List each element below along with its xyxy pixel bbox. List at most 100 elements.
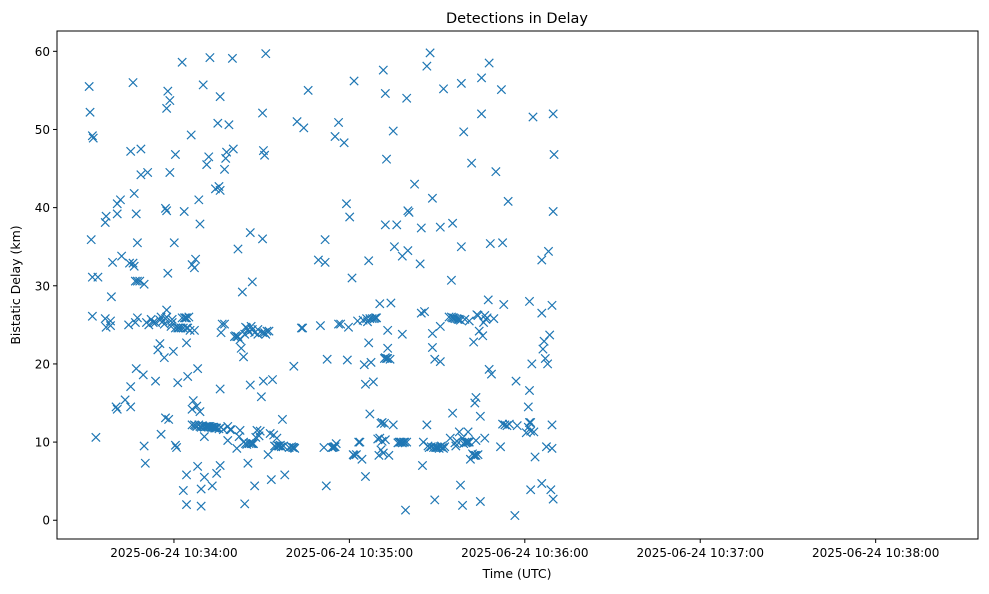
data-point — [224, 120, 234, 130]
y-tick-label: 30 — [35, 279, 50, 293]
data-point — [303, 85, 313, 96]
data-point — [538, 344, 548, 354]
data-point — [186, 130, 196, 140]
data-point — [537, 255, 547, 265]
data-point — [526, 426, 536, 436]
data-point — [277, 414, 288, 425]
data-point — [313, 255, 324, 265]
data-point — [196, 501, 206, 511]
data-point — [188, 396, 198, 406]
data-point — [255, 426, 265, 436]
data-point — [162, 206, 172, 216]
data-point — [427, 193, 438, 203]
data-point — [84, 81, 94, 92]
data-point — [106, 292, 117, 302]
data-point — [447, 408, 458, 418]
data-point — [419, 306, 430, 317]
x-tick-label: 2025-06-24 10:36:00 — [461, 546, 588, 560]
data-point — [165, 95, 175, 106]
data-point — [150, 376, 161, 386]
data-point — [132, 276, 143, 286]
data-point — [455, 480, 466, 490]
data-point — [464, 316, 474, 326]
data-point — [131, 209, 141, 219]
data-point — [246, 321, 256, 332]
data-point — [389, 242, 400, 252]
data-point — [475, 496, 485, 507]
data-point — [257, 234, 268, 244]
data-point — [280, 470, 290, 480]
data-point — [315, 321, 326, 331]
data-point — [366, 357, 376, 367]
data-point — [339, 138, 349, 148]
data-point — [276, 442, 286, 452]
data-point — [219, 319, 230, 329]
data-point — [243, 458, 253, 468]
data-point — [379, 418, 390, 428]
data-point — [193, 461, 203, 471]
data-point — [136, 170, 146, 180]
data-point — [126, 381, 136, 392]
data-point — [126, 402, 136, 412]
data-point — [112, 209, 122, 219]
x-axis: 2025-06-24 10:34:00 2025-06-24 10:35:00 20… — [110, 539, 939, 560]
data-point — [144, 320, 154, 330]
chart-title: Detections in Delay — [446, 11, 588, 27]
data-point — [215, 384, 225, 394]
data-point — [511, 376, 521, 386]
data-point — [262, 326, 272, 336]
data-point — [156, 429, 166, 439]
data-point — [388, 126, 398, 136]
x-tick-label: 2025-06-24 10:34:00 — [110, 546, 237, 560]
data-point — [469, 337, 479, 347]
data-point — [124, 320, 134, 330]
data-point — [178, 485, 188, 496]
data-point — [438, 84, 449, 94]
data-point — [107, 257, 118, 267]
data-point — [163, 268, 173, 278]
data-point — [360, 471, 371, 482]
data-point — [395, 437, 405, 447]
y-tick-label: 40 — [35, 201, 50, 215]
data-point — [523, 402, 533, 412]
data-point — [245, 380, 255, 390]
data-point — [171, 442, 182, 453]
data-point — [194, 195, 204, 205]
data-point — [195, 406, 205, 417]
data-point — [374, 450, 384, 460]
data-point — [170, 440, 181, 450]
data-point — [422, 61, 432, 71]
data-point — [380, 220, 390, 230]
data-point — [258, 376, 269, 386]
data-point — [289, 361, 299, 371]
data-point — [360, 379, 371, 389]
plot-frame — [56, 30, 979, 540]
data-point — [528, 112, 538, 122]
data-point — [173, 378, 183, 388]
data-point — [320, 235, 330, 245]
data-point — [345, 212, 355, 222]
data-point — [225, 424, 235, 435]
data-point — [364, 256, 374, 266]
data-point — [179, 206, 189, 217]
data-point — [178, 323, 188, 333]
data-point — [547, 300, 557, 310]
data-point — [227, 53, 238, 63]
data-point — [261, 49, 271, 59]
data-point — [365, 409, 375, 419]
data-point — [263, 449, 273, 460]
data-point — [221, 147, 232, 157]
data-point — [547, 420, 557, 430]
data-point — [545, 330, 555, 340]
data-point — [190, 254, 201, 264]
data-point — [215, 92, 225, 102]
data-point — [181, 338, 192, 348]
data-point — [485, 238, 495, 249]
data-point — [435, 356, 445, 367]
data-point — [347, 273, 357, 283]
data-point — [253, 324, 263, 335]
data-point — [542, 359, 553, 369]
data-point — [85, 107, 95, 117]
y-tick-label: 0 — [42, 514, 50, 528]
data-point — [135, 276, 145, 286]
